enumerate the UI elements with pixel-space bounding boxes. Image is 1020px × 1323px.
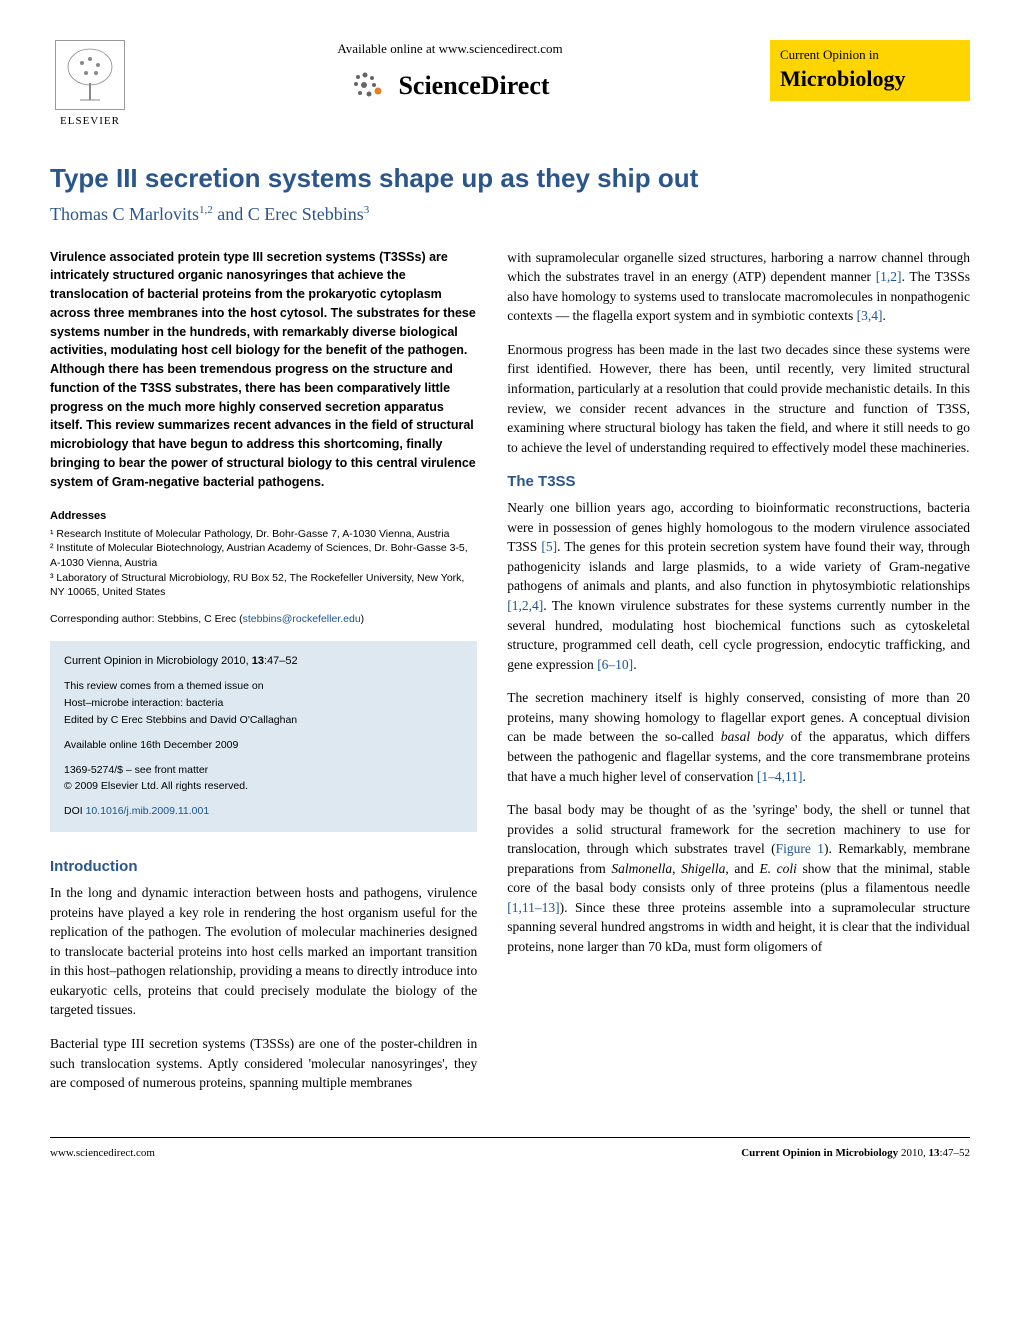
info-box: Current Opinion in Microbiology 2010, 13… [50,641,477,832]
author1-sup: 1,2 [199,204,213,216]
page-footer: www.sciencedirect.com Current Opinion in… [50,1137,970,1161]
ref-link[interactable]: [1,2,4] [507,598,543,613]
footer-left: www.sciencedirect.com [50,1146,155,1161]
ref-link[interactable]: [3,4] [857,308,883,323]
ref-link[interactable]: [1–4,11] [757,769,803,784]
addresses: ¹ Research Institute of Molecular Pathol… [50,527,477,600]
sciencedirect-block: Available online at www.sciencedirect.co… [130,40,770,108]
journal-badge-main: Microbiology [780,64,960,95]
article-title: Type III secretion systems shape up as t… [50,160,970,196]
right-column: with supramolecular organelle sized stru… [507,248,970,1107]
intro-p2: Bacterial type III secretion systems (T3… [50,1034,477,1093]
figure-link[interactable]: Figure 1 [776,841,824,856]
sciencedirect-label: ScienceDirect [398,68,549,104]
authors-and: and C Erec Stebbins [213,204,364,224]
intro-p1: In the long and dynamic interaction betw… [50,883,477,1020]
info-doi: DOI 10.1016/j.mib.2009.11.001 [64,803,463,820]
author1-name: Thomas C Marlovits [50,204,199,224]
elsevier-logo: ELSEVIER [50,40,130,130]
t3ss-p1: Nearly one billion years ago, according … [507,498,970,674]
introduction-heading: Introduction [50,856,477,877]
t3ss-p2: The secretion machinery itself is highly… [507,688,970,786]
right-p2: Enormous progress has been made in the l… [507,340,970,457]
author2-sup: 3 [364,204,370,216]
doi-link[interactable]: 10.1016/j.mib.2009.11.001 [86,805,210,817]
ref-link[interactable]: [5] [541,539,557,554]
available-text: Available online at www.sciencedirect.co… [130,40,770,58]
sd-dots-icon [350,71,390,101]
elsevier-tree-icon [55,40,125,110]
corresponding-email-link[interactable]: stebbins@rockefeller.edu [243,613,361,625]
journal-badge: Current Opinion in Microbiology [770,40,970,101]
left-column: Virulence associated protein type III se… [50,248,477,1107]
address-2: ² Institute of Molecular Biotechnology, … [50,541,477,570]
corresponding-close: ) [361,613,365,625]
corresponding-label: Corresponding author: Stebbins, C Erec ( [50,613,243,625]
authors: Thomas C Marlovits1,2 and C Erec Stebbin… [50,202,970,227]
address-1: ¹ Research Institute of Molecular Pathol… [50,527,477,542]
ref-link[interactable]: [1,11–13] [507,900,559,915]
ref-link[interactable]: [1,2] [876,269,902,284]
elsevier-label: ELSEVIER [60,114,120,129]
footer-right: Current Opinion in Microbiology 2010, 13… [741,1146,970,1161]
ref-link[interactable]: [6–10] [597,657,633,672]
journal-badge-top: Current Opinion in [780,46,960,64]
info-themed-issue: This review comes from a themed issue on… [64,678,463,728]
abstract: Virulence associated protein type III se… [50,248,477,492]
addresses-heading: Addresses [50,509,477,524]
address-3: ³ Laboratory of Structural Microbiology,… [50,571,477,600]
corresponding-author: Corresponding author: Stebbins, C Erec (… [50,612,477,627]
two-column-layout: Virulence associated protein type III se… [50,248,970,1107]
page-header: ELSEVIER Available online at www.science… [50,40,970,130]
sciencedirect-logo: ScienceDirect [350,68,549,104]
t3ss-heading: The T3SS [507,471,970,492]
info-available-online: Available online 16th December 2009 [64,737,463,754]
info-issn-copyright: 1369-5274/$ – see front matter © 2009 El… [64,762,463,796]
t3ss-p3: The basal body may be thought of as the … [507,800,970,957]
info-citation: Current Opinion in Microbiology 2010, 13… [64,653,463,671]
right-p1: with supramolecular organelle sized stru… [507,248,970,326]
